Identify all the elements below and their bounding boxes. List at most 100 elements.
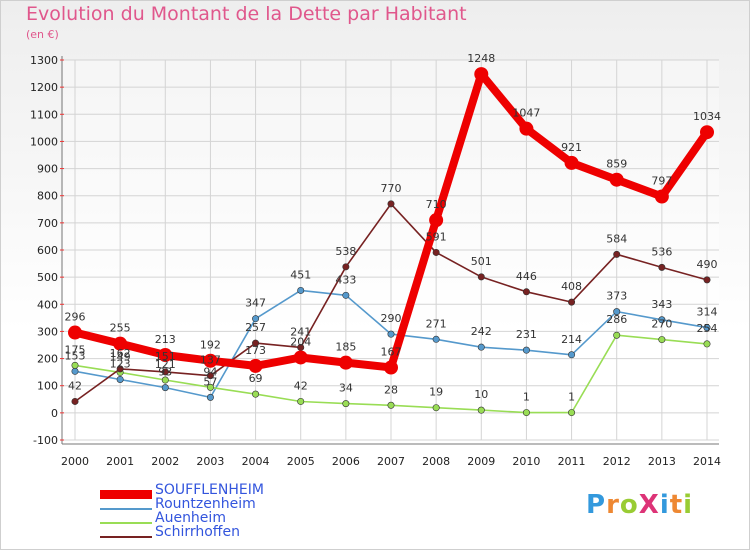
y-tick-label: 200 bbox=[37, 353, 58, 366]
data-label-auenheim: 121 bbox=[155, 358, 176, 371]
logo-letter: i bbox=[659, 490, 670, 520]
data-label-schirrhoffen: 584 bbox=[606, 232, 627, 245]
x-tick-label: 2002 bbox=[151, 455, 179, 468]
y-tick-label: 1300 bbox=[30, 54, 58, 67]
y-tick-label: 800 bbox=[37, 190, 58, 203]
data-point-soufflenheim bbox=[158, 348, 173, 363]
data-point-rountzenheim bbox=[658, 316, 666, 324]
data-label-schirrhoffen: 151 bbox=[155, 350, 176, 363]
data-label-schirrhoffen: 137 bbox=[200, 354, 221, 367]
data-point-auenheim bbox=[522, 409, 530, 417]
data-point-auenheim bbox=[568, 409, 576, 417]
data-label-rountzenheim: 153 bbox=[65, 349, 86, 362]
data-point-schirrhoffen bbox=[613, 250, 621, 258]
data-point-schirrhoffen bbox=[206, 372, 214, 380]
data-point-rountzenheim bbox=[432, 335, 440, 343]
logo-letter: X bbox=[638, 490, 660, 520]
chart-title: Evolution du Montant de la Dette par Hab… bbox=[26, 3, 467, 25]
data-point-auenheim bbox=[613, 331, 621, 339]
legend-label: SOUFFLENHEIM bbox=[155, 482, 264, 498]
data-label-auenheim: 286 bbox=[606, 313, 627, 326]
proxiti-logo: ProXiti bbox=[586, 490, 693, 520]
data-label-soufflenheim: 797 bbox=[651, 175, 672, 188]
x-tick-label: 2009 bbox=[467, 455, 495, 468]
data-point-soufflenheim bbox=[700, 125, 714, 140]
x-tick-label: 2007 bbox=[377, 455, 405, 468]
data-label-soufflenheim: 213 bbox=[155, 333, 176, 346]
data-label-soufflenheim: 859 bbox=[606, 158, 627, 171]
legend-swatch bbox=[100, 536, 152, 538]
y-tick-label: 1000 bbox=[30, 135, 58, 148]
data-point-schirrhoffen bbox=[252, 339, 260, 347]
data-point-schirrhoffen bbox=[568, 298, 576, 306]
data-label-auenheim: 1 bbox=[568, 391, 575, 404]
x-tick-label: 2004 bbox=[242, 455, 270, 468]
data-point-soufflenheim bbox=[68, 325, 82, 340]
x-tick-label: 2000 bbox=[61, 455, 89, 468]
data-point-auenheim bbox=[342, 400, 350, 408]
data-point-rountzenheim bbox=[613, 308, 621, 316]
data-label-rountzenheim: 347 bbox=[245, 297, 266, 310]
data-label-soufflenheim: 204 bbox=[290, 335, 311, 348]
data-point-auenheim bbox=[477, 406, 485, 414]
data-point-soufflenheim bbox=[519, 121, 534, 136]
data-label-auenheim: 1 bbox=[523, 391, 530, 404]
data-label-rountzenheim: 373 bbox=[606, 290, 627, 303]
data-point-soufflenheim bbox=[338, 355, 353, 370]
logo-letter: i bbox=[683, 490, 694, 520]
logo-letter: t bbox=[669, 490, 684, 520]
data-label-auenheim: 10 bbox=[474, 388, 488, 401]
data-label-schirrhoffen: 770 bbox=[381, 182, 402, 195]
data-point-soufflenheim bbox=[293, 350, 308, 365]
data-label-soufflenheim: 167 bbox=[381, 346, 402, 359]
data-point-schirrhoffen bbox=[161, 368, 169, 376]
x-tick-label: 2012 bbox=[603, 455, 631, 468]
data-label-soufflenheim: 1047 bbox=[512, 107, 540, 120]
data-label-auenheim: 69 bbox=[249, 372, 263, 385]
legend-label: Rountzenheim bbox=[155, 496, 256, 512]
data-point-soufflenheim bbox=[564, 155, 579, 170]
x-tick-label: 2003 bbox=[196, 455, 224, 468]
data-label-soufflenheim: 173 bbox=[245, 344, 266, 357]
data-point-schirrhoffen bbox=[387, 200, 395, 208]
data-label-schirrhoffen: 490 bbox=[697, 258, 718, 271]
x-tick-label: 2013 bbox=[648, 455, 676, 468]
chart-unit: (en €) bbox=[26, 28, 59, 41]
data-label-rountzenheim: 451 bbox=[290, 268, 311, 281]
data-label-rountzenheim: 231 bbox=[516, 328, 537, 341]
data-label-schirrhoffen: 446 bbox=[516, 270, 537, 283]
data-label-auenheim: 28 bbox=[384, 383, 398, 396]
data-label-soufflenheim: 1248 bbox=[467, 52, 495, 65]
data-point-rountzenheim bbox=[116, 375, 124, 383]
data-label-soufflenheim: 192 bbox=[200, 339, 221, 352]
x-tick-label: 2008 bbox=[422, 455, 450, 468]
legend-label: Auenheim bbox=[155, 510, 226, 526]
data-point-auenheim bbox=[297, 397, 305, 405]
data-point-soufflenheim bbox=[474, 67, 489, 82]
data-label-schirrhoffen: 591 bbox=[426, 230, 447, 243]
data-label-schirrhoffen: 257 bbox=[245, 321, 266, 334]
data-point-schirrhoffen bbox=[342, 263, 350, 271]
data-point-auenheim bbox=[387, 401, 395, 409]
data-label-rountzenheim: 290 bbox=[381, 312, 402, 325]
data-point-auenheim bbox=[432, 404, 440, 412]
data-point-soufflenheim bbox=[248, 358, 263, 373]
data-label-rountzenheim: 242 bbox=[471, 325, 492, 338]
y-tick-label: -100 bbox=[33, 434, 58, 447]
y-tick-label: 400 bbox=[37, 298, 58, 311]
data-point-rountzenheim bbox=[387, 330, 395, 338]
data-label-soufflenheim: 296 bbox=[65, 311, 86, 324]
data-label-auenheim: 42 bbox=[294, 379, 308, 392]
data-label-rountzenheim: 271 bbox=[426, 317, 447, 330]
data-label-soufflenheim: 255 bbox=[110, 322, 131, 335]
legend-label: Schirrhoffen bbox=[155, 524, 240, 540]
data-point-rountzenheim bbox=[703, 324, 711, 332]
data-label-rountzenheim: 93 bbox=[158, 366, 172, 379]
data-label-rountzenheim: 433 bbox=[335, 273, 356, 286]
data-point-rountzenheim bbox=[252, 315, 260, 323]
data-label-schirrhoffen: 408 bbox=[561, 280, 582, 293]
data-point-schirrhoffen bbox=[116, 365, 124, 373]
data-label-soufflenheim: 710 bbox=[426, 198, 447, 211]
data-label-auenheim: 149 bbox=[110, 350, 131, 363]
